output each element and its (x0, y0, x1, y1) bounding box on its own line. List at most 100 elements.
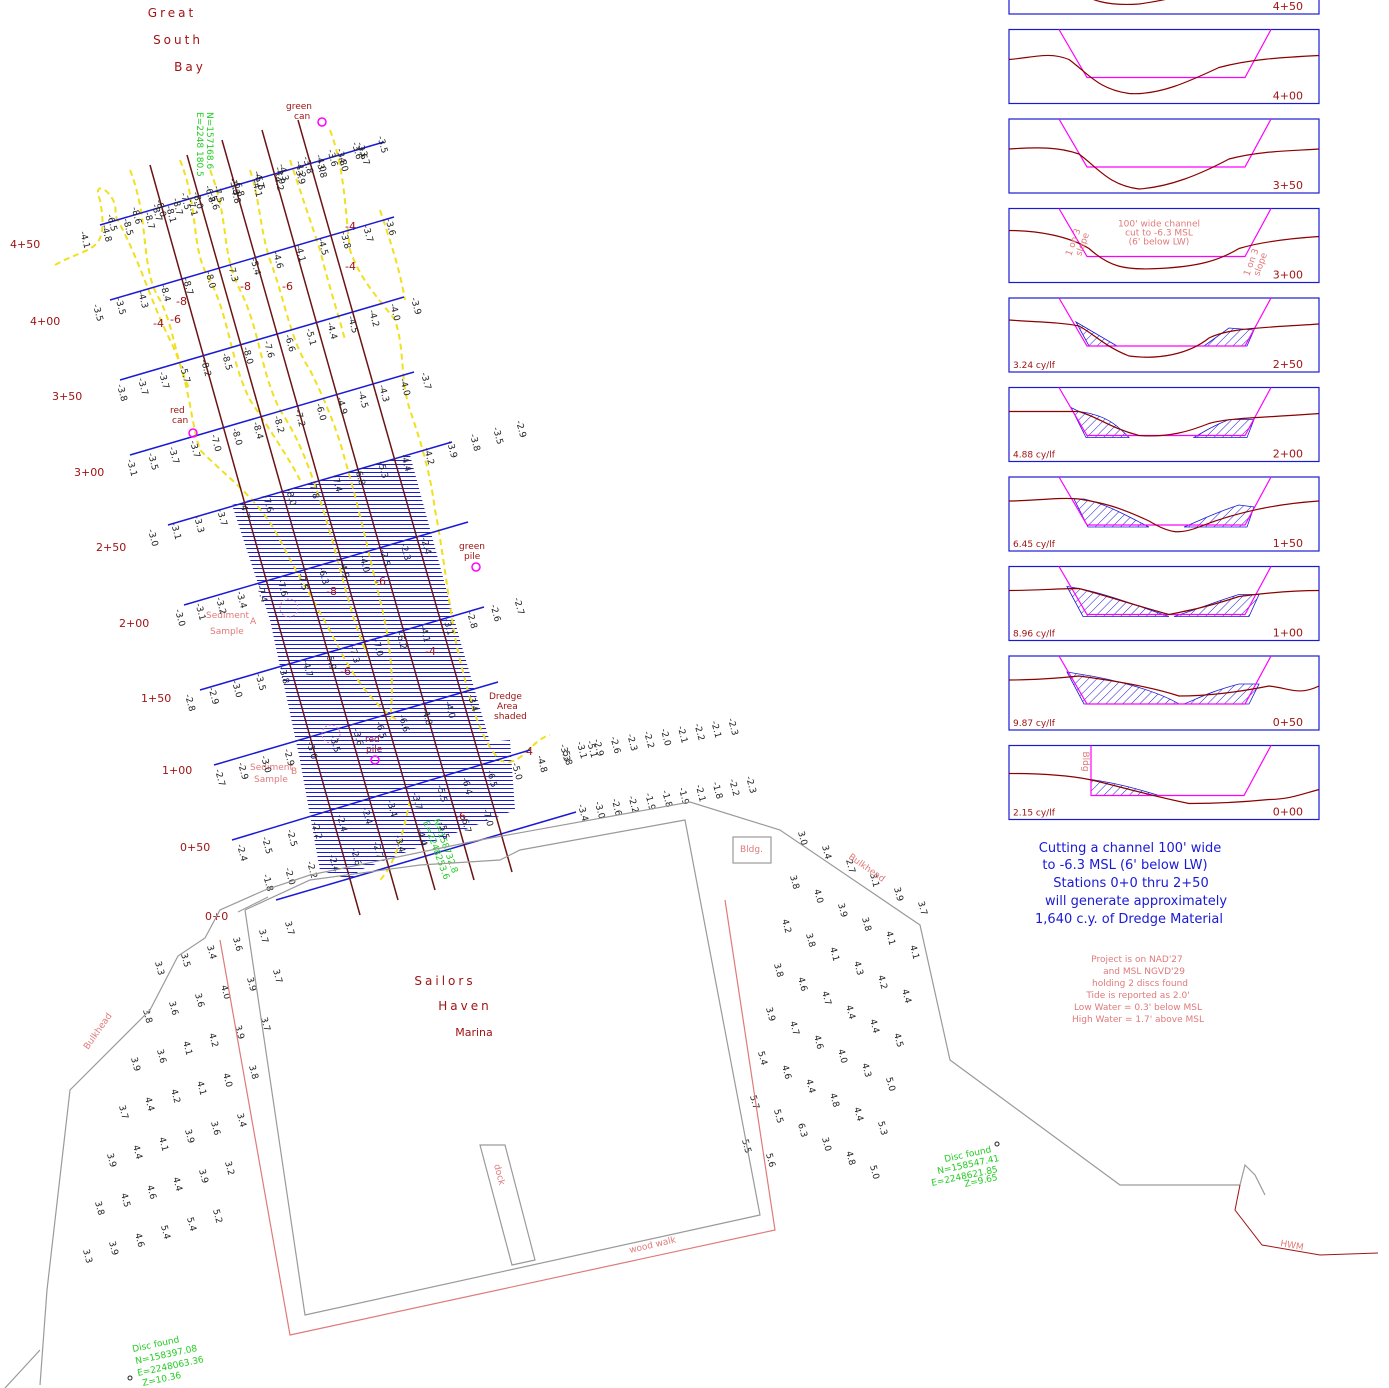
sounding-value: -7.1 (185, 198, 199, 218)
red-can-marker (188, 428, 198, 438)
marina-sounding: 4.1 (156, 1136, 169, 1152)
section-note: 100' wide channel (1118, 220, 1200, 230)
sounding-value: -7.6 (261, 340, 275, 360)
ground-profile (1008, 319, 1320, 358)
sounding-value: -3.7 (187, 440, 201, 460)
disc-bottom: Disc found N=158397.08 E=2248063.36 Z=10… (127, 1335, 205, 1388)
marina-sounding: 4.6 (132, 1232, 145, 1249)
sounding-value: -2.8 (182, 693, 196, 713)
cross-section-2+00: 2+00 4.88 cy/lf (1008, 386, 1320, 463)
contour-labels: -4 -6 -8 -8 -6 -4 -4 -6 -8 -6 -4 -6 -4 (153, 220, 533, 823)
sounding-value: -2.7 (212, 768, 226, 788)
section-frame (1008, 297, 1320, 373)
station-label: 4+50 (10, 238, 40, 251)
section-frame (1008, 207, 1320, 284)
sounding-value: -2.9 (281, 748, 295, 768)
svg-text:Area: Area (497, 702, 518, 712)
green-pile-marker (471, 562, 481, 572)
contour-label: -6 (170, 313, 181, 326)
sounding-value: -3.4 (392, 834, 406, 854)
sounding-value: -4.2 (293, 160, 307, 180)
sounding-value: -1.8 (260, 873, 274, 893)
sounding-value: -3.2 (213, 596, 227, 616)
marina-outline (219, 819, 1379, 1336)
sounding-value: -3.8 (338, 231, 352, 251)
note-line: holding 2 discs found (1092, 979, 1188, 989)
marina-sounding: 4.5 (891, 1032, 904, 1048)
sediment-a-marker (279, 598, 299, 618)
sounding-value: -2.9 (513, 419, 527, 439)
marina-sounding: 3.4 (819, 844, 832, 861)
sounding-value: -7.4 (329, 474, 343, 494)
red-can-label: red (170, 406, 185, 416)
marina-sounding: 3.8 (92, 1200, 105, 1217)
sediment-b-marker (321, 724, 341, 744)
sounding-value: -3.4 (575, 803, 589, 823)
sounding-value: -4.3 (135, 290, 149, 310)
hwm-label: HWM (1279, 1239, 1304, 1253)
marina-sounding: 5.0 (883, 1076, 896, 1093)
sounding-value: -2.9 (235, 761, 249, 781)
svg-text:Sample: Sample (210, 627, 244, 637)
section-frame (1008, 655, 1320, 731)
marina-sounding: 4.6 (811, 1034, 824, 1051)
section-volume-label: 9.87 cy/lf (1013, 719, 1056, 729)
marina-sounding: 4.5 (118, 1192, 131, 1208)
red-pile-label: red (365, 735, 380, 745)
sounding-value: -2.4 (326, 854, 340, 874)
sounding-value: -3.0 (172, 608, 186, 628)
svg-text:E=2248 180.5: E=2248 180.5 (194, 112, 204, 177)
marina-sounding: 3.9 (182, 1128, 195, 1145)
sounding-value: -2.2 (692, 722, 706, 742)
marina-sounding: 3.8 (803, 932, 816, 949)
sounding-value: -4.5 (345, 315, 359, 335)
section-volume-label: 3.24 cy/lf (1013, 361, 1056, 371)
sounding-value: -8.7 (149, 203, 163, 223)
sounding-value: -6.5 (484, 769, 498, 789)
sounding-value: -7.5 (178, 192, 192, 212)
sounding-value: -4.1 (77, 230, 91, 250)
longitudinal-lines (149, 119, 513, 916)
sounding-value: -3.1 (124, 458, 138, 478)
ground-profile (1093, 0, 1166, 6)
section-volume-label: 2.15 cy/lf (1013, 809, 1056, 819)
sounding-value: -3.5 (90, 303, 104, 323)
ground-profile (1008, 497, 1320, 533)
green-can-marker (317, 117, 327, 127)
sounding-value: -6.7 (458, 815, 472, 835)
section-station-label: 2+00 (1273, 448, 1303, 461)
marina-sounding: 3.2 (222, 1160, 235, 1176)
sounding-value: -5.7 (177, 365, 191, 385)
sounding-value: -3.0 (258, 755, 272, 775)
marina-sounding: 4.1 (194, 1080, 207, 1096)
sounding-value: -4.1 (249, 179, 263, 199)
sounding-value: -4.0 (387, 303, 401, 323)
sounding-value: -4.8 (534, 754, 548, 774)
marina-sounding: 4.1 (180, 1040, 193, 1056)
sounding-value: -4.2 (271, 173, 285, 193)
channel-template (1058, 118, 1272, 168)
sounding-value: -7.6 (260, 494, 274, 514)
coord-top: N=157168.6 E=2248 180.5 (194, 112, 214, 177)
datum-notes: Project is on NAD'27 and MSL NGVD'29 hol… (1072, 955, 1204, 1025)
sounding-value: -4.8 (228, 185, 242, 205)
marina-sounding: 4.1 (883, 930, 896, 946)
marina-sounding: 4.6 (144, 1184, 157, 1201)
ground-profile (1008, 675, 1320, 697)
marina-sounding: 3.6 (230, 936, 243, 953)
svg-text:Sediment: Sediment (250, 763, 293, 773)
sounding-value: -4.9 (272, 166, 286, 186)
sounding-value: -7.8 (306, 481, 320, 501)
green-pile-label: pile (464, 552, 481, 562)
marina-sounding: 3.8 (771, 962, 784, 979)
marina-sounding: 3.8 (246, 1064, 259, 1081)
section-frame (1008, 0, 1320, 15)
marina-sounding: 3.8 (787, 874, 800, 891)
sounding-value: -3.4 (384, 799, 398, 819)
sounding-value: -4.1 (293, 244, 307, 264)
svg-text:N=157168.6: N=157168.6 (204, 112, 214, 169)
section-station-label: 3+00 (1273, 269, 1303, 282)
marina-sounding: 5.4 (158, 1224, 171, 1241)
sounding-value: -2.3 (398, 542, 412, 562)
